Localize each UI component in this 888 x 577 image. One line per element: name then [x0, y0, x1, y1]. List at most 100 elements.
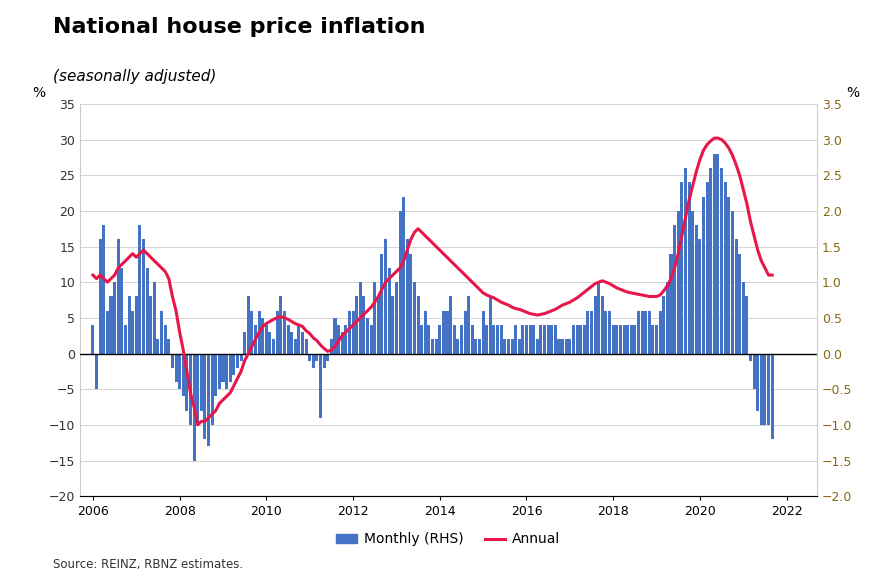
- Bar: [687, 182, 691, 354]
- Bar: [156, 339, 160, 354]
- Bar: [167, 339, 170, 354]
- Bar: [572, 325, 575, 354]
- Bar: [254, 325, 257, 354]
- Bar: [554, 325, 557, 354]
- Bar: [528, 325, 532, 354]
- Bar: [427, 325, 431, 354]
- Bar: [294, 339, 297, 354]
- Bar: [106, 311, 109, 354]
- Bar: [275, 311, 279, 354]
- Bar: [420, 325, 424, 354]
- Bar: [290, 332, 293, 354]
- Bar: [745, 297, 749, 354]
- Bar: [91, 325, 94, 354]
- Bar: [175, 354, 178, 382]
- Bar: [142, 239, 145, 354]
- Bar: [694, 225, 698, 354]
- Bar: [348, 311, 351, 354]
- Bar: [514, 325, 517, 354]
- Bar: [431, 339, 434, 354]
- Bar: [677, 211, 679, 354]
- Bar: [261, 318, 265, 354]
- Bar: [734, 239, 738, 354]
- Bar: [170, 354, 174, 368]
- Bar: [521, 325, 525, 354]
- Bar: [377, 297, 380, 354]
- Bar: [413, 282, 416, 354]
- Bar: [752, 354, 756, 389]
- Bar: [301, 332, 304, 354]
- Bar: [384, 239, 387, 354]
- Bar: [598, 282, 600, 354]
- Bar: [352, 311, 354, 354]
- Bar: [525, 325, 528, 354]
- Bar: [619, 325, 622, 354]
- Bar: [738, 254, 741, 354]
- Bar: [308, 354, 311, 361]
- Bar: [135, 297, 138, 354]
- Bar: [218, 354, 221, 389]
- Bar: [630, 325, 633, 354]
- Bar: [319, 354, 322, 418]
- Bar: [655, 325, 658, 354]
- Bar: [337, 325, 340, 354]
- Bar: [345, 325, 347, 354]
- Bar: [182, 354, 185, 396]
- Bar: [240, 354, 242, 361]
- Bar: [392, 297, 394, 354]
- Bar: [203, 354, 206, 439]
- Bar: [717, 154, 719, 354]
- Bar: [637, 311, 640, 354]
- Bar: [608, 311, 611, 354]
- Bar: [243, 332, 246, 354]
- Bar: [590, 311, 593, 354]
- Bar: [186, 354, 188, 411]
- Bar: [727, 197, 730, 354]
- Bar: [329, 339, 333, 354]
- Bar: [229, 354, 232, 382]
- Bar: [467, 297, 470, 354]
- Bar: [622, 325, 625, 354]
- Bar: [406, 239, 408, 354]
- Bar: [698, 239, 702, 354]
- Bar: [120, 268, 123, 354]
- Bar: [446, 311, 448, 354]
- Bar: [702, 197, 705, 354]
- Bar: [207, 354, 210, 446]
- Bar: [280, 297, 282, 354]
- Bar: [113, 282, 116, 354]
- Bar: [586, 311, 590, 354]
- Bar: [558, 339, 560, 354]
- Bar: [380, 254, 384, 354]
- Bar: [771, 354, 773, 439]
- Bar: [579, 325, 583, 354]
- Bar: [652, 325, 654, 354]
- Bar: [210, 354, 214, 425]
- Bar: [399, 211, 401, 354]
- Bar: [341, 332, 344, 354]
- Bar: [388, 268, 391, 354]
- Bar: [409, 254, 412, 354]
- Bar: [518, 339, 520, 354]
- Bar: [312, 354, 315, 368]
- Bar: [124, 325, 127, 354]
- Bar: [326, 354, 329, 361]
- Bar: [710, 168, 712, 354]
- Bar: [500, 325, 503, 354]
- Text: (seasonally adjusted): (seasonally adjusted): [53, 69, 217, 84]
- Bar: [439, 325, 441, 354]
- Bar: [760, 354, 763, 425]
- Bar: [131, 311, 134, 354]
- Bar: [496, 325, 499, 354]
- Bar: [434, 339, 438, 354]
- Bar: [764, 354, 766, 425]
- Bar: [670, 254, 672, 354]
- Bar: [713, 154, 716, 354]
- Bar: [706, 182, 709, 354]
- Bar: [532, 325, 535, 354]
- Bar: [601, 297, 604, 354]
- Text: National house price inflation: National house price inflation: [53, 17, 425, 38]
- Bar: [247, 297, 250, 354]
- Bar: [666, 282, 669, 354]
- Bar: [551, 325, 553, 354]
